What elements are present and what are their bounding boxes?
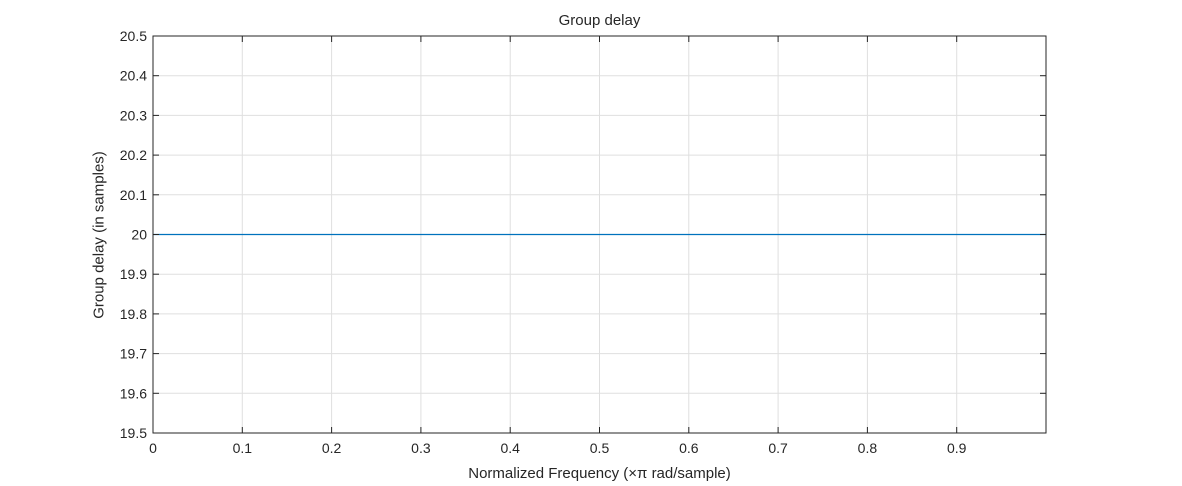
x-tick-label: 0.6 xyxy=(679,440,699,456)
y-tick-label: 19.8 xyxy=(120,306,147,322)
y-axis-label: Group delay (in samples) xyxy=(90,151,108,319)
axes-layer xyxy=(152,35,1047,434)
tick-label-layer: 0 0.1 0.2 0.3 0.4 0.5 0.6 0.7 0.8 0.9 19.5 19.6 19.7… xyxy=(120,28,967,456)
y-tick-label: 20.2 xyxy=(120,147,147,163)
x-tick-label: 0.1 xyxy=(233,440,253,456)
y-tick-label: 19.5 xyxy=(120,425,147,441)
x-axis-label: Normalized Frequency (×π rad/sample) xyxy=(468,465,731,482)
y-tick-label: 19.9 xyxy=(120,266,147,282)
y-tick-label: 19.7 xyxy=(120,346,147,362)
x-tick-label: 0.8 xyxy=(858,440,878,456)
y-tick-label: 19.6 xyxy=(120,385,147,401)
chart-title: Group delay xyxy=(558,12,641,29)
x-tick-label: 0.9 xyxy=(947,440,967,456)
y-tick-label: 20 xyxy=(131,227,147,243)
x-tick-label: 0.4 xyxy=(500,440,520,456)
x-tick-label: 0.7 xyxy=(768,440,788,456)
x-tick-label: 0.5 xyxy=(590,440,610,456)
y-tick-label: 20.3 xyxy=(120,107,147,123)
x-tick-label: 0 xyxy=(149,440,157,456)
y-tick-label: 20.4 xyxy=(120,68,147,84)
x-tick-label: 0.2 xyxy=(322,440,342,456)
y-tick-label: 20.1 xyxy=(120,187,147,203)
x-tick-label: 0.3 xyxy=(411,440,431,456)
y-tick-label: 20.5 xyxy=(120,28,147,44)
